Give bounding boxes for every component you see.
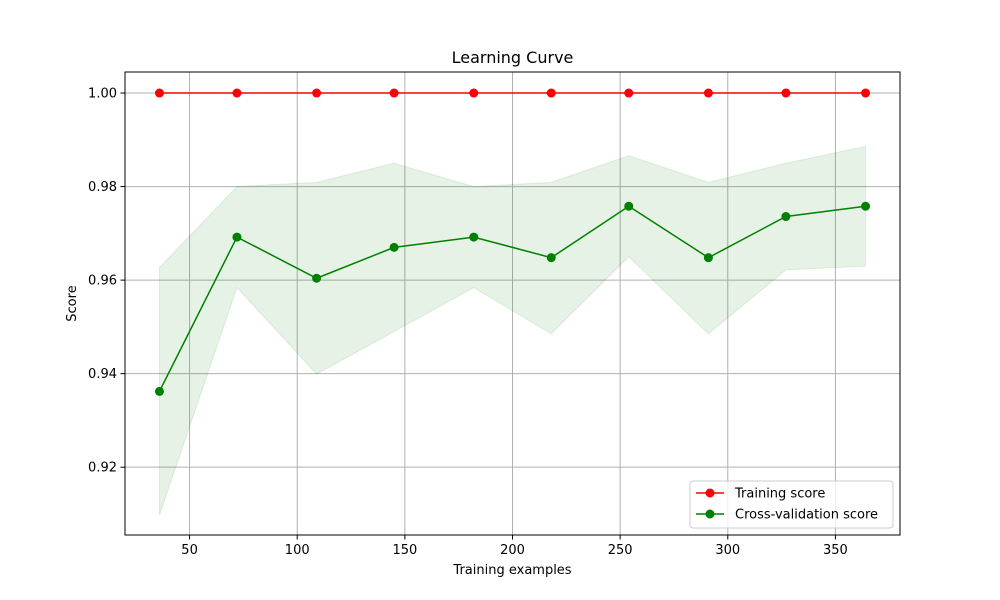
legend-label-cross-validation: Cross-validation score	[735, 508, 878, 523]
series-lines	[158, 92, 866, 392]
training-score-point	[624, 88, 634, 98]
training-score-point	[232, 88, 242, 98]
y-axis-label: Score	[65, 285, 80, 321]
training-score-point	[469, 88, 479, 98]
training-score-point	[154, 88, 164, 98]
cross-validation-score-point	[232, 232, 242, 242]
cross-validation-score-point	[312, 273, 322, 283]
x-tick-label: 200	[500, 543, 525, 558]
y-tick-label: 1.00	[88, 87, 117, 102]
legend-box	[689, 480, 894, 529]
training-score-point	[703, 88, 713, 98]
cross-validation-score-point	[861, 201, 871, 211]
x-tick-label: 50	[181, 543, 198, 558]
chart-title: Learning Curve	[452, 48, 574, 67]
cross-validation-score-band	[158, 145, 867, 516]
cross-validation-score-point	[154, 386, 164, 396]
training-score-point	[312, 88, 322, 98]
y-axis-ticks: 0.92 0.94 0.96 0.98 1.00	[88, 87, 125, 476]
training-score-point	[546, 88, 556, 98]
x-tick-label: 250	[608, 543, 633, 558]
training-score-point	[861, 88, 871, 98]
y-tick-label: 0.94	[88, 367, 117, 382]
x-tick-label: 300	[715, 543, 740, 558]
cross-validation-score-point	[469, 232, 479, 242]
series-markers	[154, 88, 871, 396]
cross-validation-score-point	[781, 212, 791, 222]
legend: Training score Cross-validation score	[689, 480, 894, 529]
x-tick-label: 100	[285, 543, 310, 558]
x-tick-label: 350	[823, 543, 848, 558]
x-tick-label: 150	[392, 543, 417, 558]
training-score-point	[389, 88, 399, 98]
cross-validation-score-point	[389, 242, 399, 252]
legend-label-training: Training score	[734, 487, 825, 502]
y-tick-label: 0.96	[88, 274, 117, 289]
cross-validation-score-point	[703, 253, 713, 263]
cross-validation-score-point	[624, 201, 634, 211]
legend-marker-cross-validation	[705, 509, 715, 519]
y-tick-label: 0.92	[88, 461, 117, 476]
training-score-point	[781, 88, 791, 98]
x-axis-ticks: 50 100 150 200 250 300 350	[181, 535, 848, 558]
legend-marker-training	[705, 488, 715, 498]
cross-validation-score-line	[158, 205, 866, 392]
x-axis-label: Training examples	[452, 563, 571, 578]
y-tick-label: 0.98	[88, 180, 117, 195]
cross-validation-score-point	[546, 253, 556, 263]
